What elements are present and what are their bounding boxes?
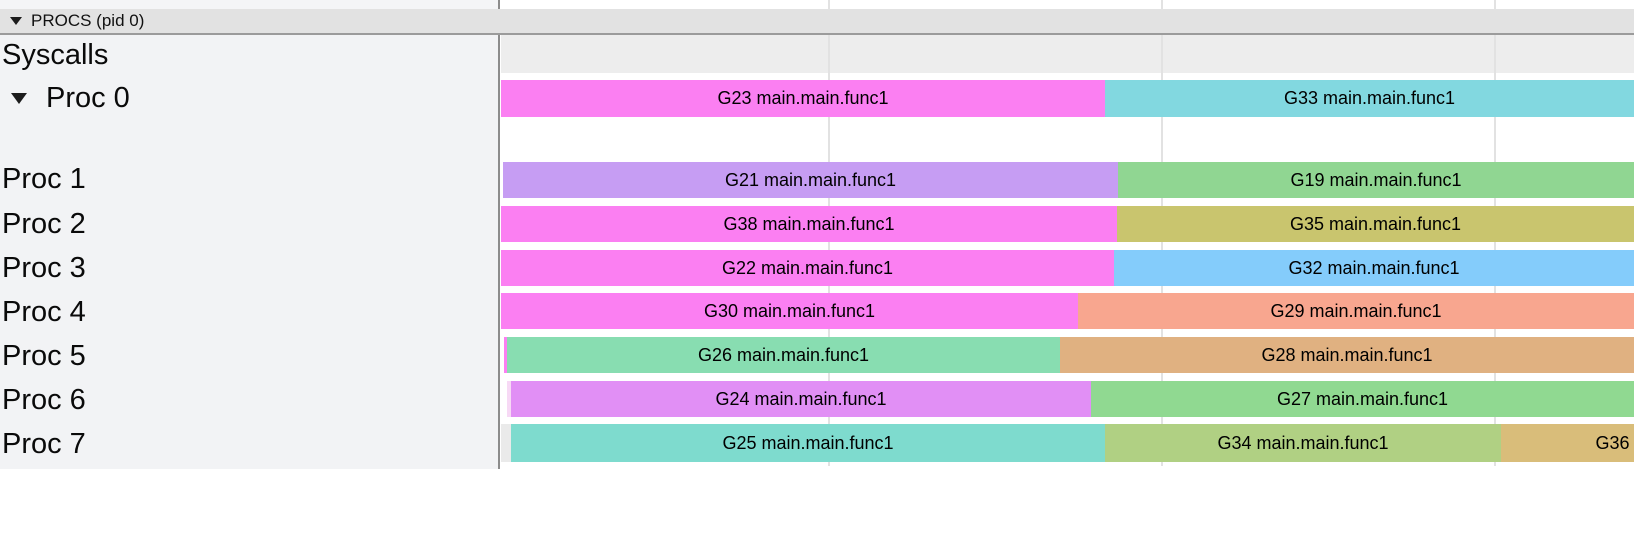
trace-slice[interactable]: G19 main.main.func1: [1118, 162, 1634, 198]
chevron-down-icon[interactable]: [10, 17, 22, 25]
track-label-proc6: Proc 6: [2, 384, 86, 416]
trace-slice[interactable]: G29 main.main.func1: [1078, 293, 1634, 329]
trace-slice[interactable]: G28 main.main.func1: [1060, 337, 1634, 373]
slice-label: G29 main.main.func1: [1270, 300, 1442, 321]
track-row: G24 main.main.func1 G27 main.main.func1: [501, 381, 1634, 417]
syscalls-track: [501, 35, 1634, 73]
trace-slice[interactable]: G36 main.main.func1: [1501, 424, 1634, 462]
slice-label: G33 main.main.func1: [1283, 88, 1456, 108]
slice-label: G25 main.main.func1: [722, 432, 894, 453]
slice-label: G36 main.main.func1: [1595, 432, 1634, 453]
trace-slice[interactable]: [501, 424, 511, 462]
slice-label: G27 main.main.func1: [1276, 388, 1449, 409]
trace-slice[interactable]: G27 main.main.func1: [1091, 381, 1634, 417]
slice-label: G32 main.main.func1: [1288, 257, 1460, 278]
trace-slice[interactable]: G35 main.main.func1: [1117, 206, 1634, 242]
track-row-proc0[interactable]: Proc 0: [0, 80, 130, 117]
slice-label: G22 main.main.func1: [721, 257, 894, 278]
slice-label: G23 main.main.func1: [717, 88, 889, 108]
slice-label: G35 main.main.func1: [1289, 213, 1462, 234]
trace-slice[interactable]: G38 main.main.func1: [501, 206, 1117, 242]
slice-label: G28 main.main.func1: [1261, 344, 1433, 365]
track-row: G38 main.main.func1 G35 main.main.func1: [501, 206, 1634, 242]
trace-slice[interactable]: G25 main.main.func1: [511, 424, 1105, 462]
track-label-syscalls: Syscalls: [2, 39, 109, 71]
slice-label: G38 main.main.func1: [723, 213, 895, 234]
trace-slice[interactable]: G34 main.main.func1: [1105, 424, 1501, 462]
track-label-proc1: Proc 1: [2, 163, 86, 195]
section-title: PROCS (pid 0): [31, 11, 145, 30]
trace-slice[interactable]: G32 main.main.func1: [1114, 250, 1634, 286]
track-row: G30 main.main.func1 G29 main.main.func1: [501, 293, 1634, 329]
track-label-proc2: Proc 2: [2, 208, 86, 240]
track-row: G26 main.main.func1 G28 main.main.func1: [501, 337, 1634, 373]
trace-slice[interactable]: G21 main.main.func1: [503, 162, 1118, 198]
sidebar: Syscalls Proc 0 Proc 1 Proc 2 Proc 3 Pro…: [0, 35, 498, 469]
track-label-proc5: Proc 5: [2, 340, 86, 372]
track-row: G21 main.main.func1 G19 main.main.func1: [501, 162, 1634, 198]
trace-slice[interactable]: G23 main.main.func1: [501, 80, 1105, 117]
track-label-proc7: Proc 7: [2, 428, 86, 460]
slice-label: G26 main.main.func1: [697, 344, 870, 365]
top-strip: [0, 0, 498, 9]
trace-slice[interactable]: G26 main.main.func1: [507, 337, 1060, 373]
trace-slice[interactable]: [507, 381, 511, 417]
slice-label: G30 main.main.func1: [703, 300, 876, 321]
sidebar-divider: [498, 0, 500, 469]
track-row: G22 main.main.func1 G32 main.main.func1: [501, 250, 1634, 286]
procs-section-header[interactable]: PROCS (pid 0): [0, 9, 1634, 35]
trace-slice[interactable]: G22 main.main.func1: [501, 250, 1114, 286]
track-row: G23 main.main.func1 G33 main.main.func1: [501, 80, 1634, 117]
trace-slice[interactable]: G24 main.main.func1: [511, 381, 1091, 417]
track-label-proc0: Proc 0: [46, 82, 130, 114]
slice-label: G19 main.main.func1: [1290, 169, 1462, 190]
track-row: G25 main.main.func1 G34 main.main.func1 …: [501, 424, 1634, 462]
trace-slice[interactable]: G30 main.main.func1: [501, 293, 1078, 329]
slice-label: G24 main.main.func1: [715, 388, 887, 409]
slice-label: G21 main.main.func1: [724, 169, 897, 190]
chevron-down-icon[interactable]: [11, 93, 27, 104]
trace-slice[interactable]: G33 main.main.func1: [1105, 80, 1634, 117]
track-label-proc3: Proc 3: [2, 252, 86, 284]
slice-label: G34 main.main.func1: [1217, 432, 1389, 453]
trace-slice[interactable]: [504, 337, 507, 373]
track-label-proc4: Proc 4: [2, 296, 86, 328]
